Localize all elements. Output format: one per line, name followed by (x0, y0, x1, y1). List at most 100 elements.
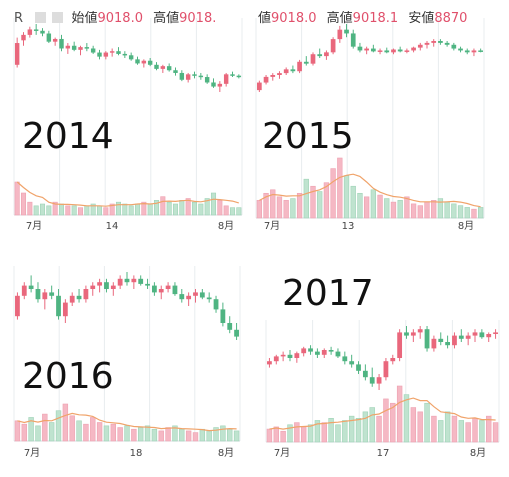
candle-body (310, 54, 316, 64)
candle-body (42, 292, 48, 300)
candle-body (69, 295, 75, 303)
candle-body (71, 45, 77, 50)
candle-body (390, 358, 396, 362)
candle-body (33, 29, 39, 31)
candle-body (27, 29, 33, 35)
open-value-r: 9018.0 (271, 11, 317, 26)
candle-body (217, 83, 223, 87)
candle-body (97, 282, 103, 286)
x-tick-label: 8月 (470, 447, 486, 459)
volume-bar (199, 428, 206, 442)
candle-body (104, 282, 109, 289)
volume-bar (342, 420, 348, 443)
volume-bar (166, 201, 172, 216)
candle-body (431, 41, 437, 43)
volume-bar (390, 402, 396, 443)
candle-body (371, 48, 376, 52)
volume-bar (471, 208, 477, 219)
candle-body (103, 52, 109, 57)
candle-body (479, 332, 485, 338)
volume-bar (464, 207, 470, 219)
candle-body (438, 41, 443, 43)
toggle-icon-2[interactable] (52, 12, 64, 23)
candle-body (14, 43, 20, 65)
x-tick-label: 13 (342, 221, 355, 232)
volume-bar (69, 415, 75, 442)
candle-body (117, 278, 123, 286)
open-value: 9018.0 (97, 11, 143, 26)
candle-body (267, 361, 272, 365)
x-tick-label: 7月 (274, 447, 290, 459)
candle-body (472, 332, 478, 336)
candle-body (131, 278, 137, 283)
volume-bar (280, 430, 286, 443)
candle-body (471, 50, 477, 53)
volume-bar (492, 422, 499, 443)
volume-bar (210, 192, 217, 216)
volume-bar (390, 201, 397, 219)
volume-bar (266, 428, 273, 443)
candle-body (109, 51, 115, 53)
candle-body (35, 289, 41, 300)
volume-bar (71, 205, 77, 216)
volume-bar (465, 422, 471, 443)
volume-bar (477, 207, 484, 219)
volume-ma-line (16, 181, 239, 207)
candle-body (124, 278, 130, 283)
volume-bar (314, 420, 321, 443)
volume-bar (48, 422, 55, 442)
candle-body (424, 42, 430, 45)
candle-body (15, 295, 20, 317)
year-label: 2017 (282, 273, 374, 314)
candle-body (465, 335, 471, 339)
volume-bar (377, 194, 383, 219)
volume-bar (348, 415, 355, 443)
volume-ma-line (259, 173, 481, 208)
candle-body (185, 74, 191, 80)
volume-bar (303, 178, 309, 219)
volume-bar (273, 426, 279, 443)
candle-body (147, 60, 153, 65)
volume-bar (290, 198, 296, 219)
volume-bar (363, 196, 370, 219)
volume-bar (479, 420, 485, 443)
volume-bar (296, 192, 303, 219)
volume-bar (124, 425, 130, 442)
volume-bar (335, 424, 341, 443)
header-right: 値9018.0 高値9018.1 安値8870 (258, 11, 498, 27)
candle-body (206, 297, 212, 300)
candle-body (110, 285, 116, 289)
candle-body (270, 75, 276, 77)
candle-body (357, 46, 363, 51)
volume-bar (451, 203, 457, 219)
volume-bar (300, 426, 307, 443)
year-label: 2014 (22, 116, 114, 157)
candle-body (283, 69, 289, 74)
candle-body (97, 52, 102, 57)
candle-body (179, 72, 185, 80)
candle-body (46, 33, 52, 42)
candle-body (356, 364, 361, 371)
candle-body (458, 48, 463, 51)
x-tick-label: 7月 (264, 220, 280, 232)
candle-body (141, 60, 147, 64)
candle-body (65, 45, 71, 49)
volume-bar (76, 420, 82, 442)
volume-bar (283, 200, 289, 219)
panel-2014: 7月 14 8月 2014 (13, 18, 243, 232)
volume-bar (424, 402, 430, 443)
volume-bar (134, 203, 141, 216)
volume-bar (457, 205, 464, 219)
high-label: 高値 (153, 11, 180, 26)
volume-bar (117, 427, 123, 442)
candle-body (28, 285, 34, 289)
volume-bar (328, 418, 334, 443)
toggle-icon[interactable] (35, 12, 47, 23)
volume-bar (39, 203, 46, 216)
candle-body (78, 47, 83, 50)
candle-body (186, 295, 192, 300)
volume-bar (165, 427, 171, 442)
x-tick-label: 8月 (218, 447, 234, 459)
volume-bar (397, 200, 403, 219)
panel-2015: 7月 13 8月 2015 (255, 18, 485, 232)
